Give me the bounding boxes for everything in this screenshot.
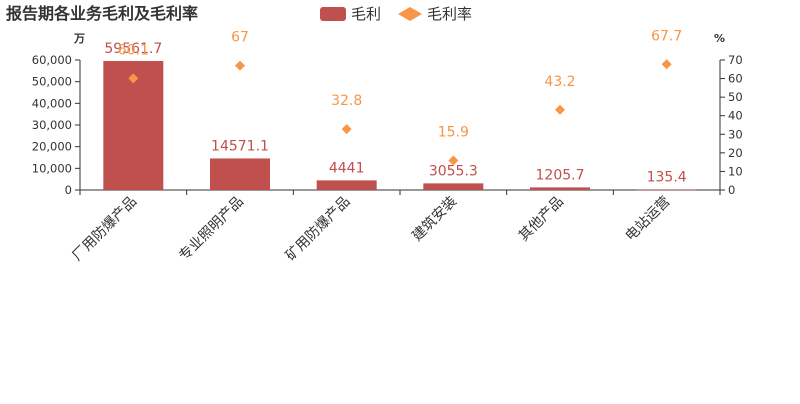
x-tick-label: 电站运营 bbox=[623, 194, 674, 245]
chart-title: 报告期各业务毛利及毛利率 bbox=[6, 4, 198, 23]
legend-marker-gross-margin bbox=[398, 7, 422, 21]
right-y-tick-label: 20 bbox=[728, 146, 743, 160]
legend-label-gross-margin: 毛利率 bbox=[427, 5, 472, 23]
margin-point bbox=[448, 155, 459, 166]
plot-area: 0 10,000 20,000 30,000 40,000 50,000 60,000 0 10… bbox=[32, 28, 743, 264]
margin-data-label: 43.2 bbox=[544, 74, 575, 90]
bar bbox=[636, 189, 697, 191]
bar-data-label: 14571.1 bbox=[211, 138, 269, 154]
x-tick-label: 其他产品 bbox=[516, 194, 567, 245]
right-y-tick-label: 30 bbox=[728, 127, 743, 141]
margin-point bbox=[128, 73, 139, 84]
bar-data-label: 135.4 bbox=[647, 170, 687, 186]
bar bbox=[530, 187, 590, 190]
bar-data-label: 4441 bbox=[329, 160, 365, 176]
x-tick-label: 厂用防爆产品 bbox=[69, 194, 140, 265]
margin-point bbox=[555, 104, 565, 115]
bar-data-label: 1205.7 bbox=[536, 167, 585, 183]
left-axis-unit: 万 bbox=[73, 32, 85, 45]
margin-point bbox=[341, 124, 352, 135]
margin-data-label: 67.7 bbox=[651, 28, 682, 44]
right-y-tick-label: 0 bbox=[728, 183, 735, 197]
margin-data-label: 67 bbox=[231, 30, 249, 46]
margin-point bbox=[661, 59, 672, 70]
x-tick-label: 专业照明产品 bbox=[176, 194, 247, 265]
margin-point bbox=[235, 60, 245, 71]
right-y-tick-label: 60 bbox=[728, 72, 743, 86]
margin-data-label: 60.1 bbox=[118, 42, 149, 58]
left-y-tick-label: 60,000 bbox=[32, 53, 72, 67]
left-y-tick-label: 40,000 bbox=[32, 96, 72, 110]
margin-data-label: 32.8 bbox=[331, 93, 362, 109]
left-y-tick-label: 0 bbox=[65, 183, 72, 197]
legend-swatch-gross-profit bbox=[320, 7, 346, 21]
right-y-tick-label: 10 bbox=[728, 164, 743, 178]
left-y-tick-label: 10,000 bbox=[32, 161, 72, 175]
right-axis-unit: % bbox=[714, 32, 725, 45]
left-y-tick-label: 50,000 bbox=[32, 75, 72, 89]
left-y-tick-label: 20,000 bbox=[32, 140, 72, 154]
legend-label-gross-profit: 毛利 bbox=[351, 5, 381, 23]
x-tick-label: 矿用防爆产品 bbox=[283, 194, 354, 265]
x-tick-label: 建筑安装 bbox=[409, 194, 460, 245]
legend: 毛利 毛利率 bbox=[320, 5, 472, 23]
bar-data-label: 3055.3 bbox=[429, 163, 478, 179]
left-y-tick-label: 30,000 bbox=[32, 118, 72, 132]
bar-data-label: 59561.7 bbox=[104, 41, 162, 57]
bar bbox=[210, 158, 270, 190]
right-y-tick-label: 70 bbox=[728, 53, 743, 67]
right-y-tick-label: 50 bbox=[728, 90, 743, 104]
bar bbox=[423, 183, 484, 190]
bar bbox=[316, 180, 377, 190]
right-y-tick-label: 40 bbox=[728, 109, 743, 123]
margin-data-label: 15.9 bbox=[438, 124, 469, 140]
